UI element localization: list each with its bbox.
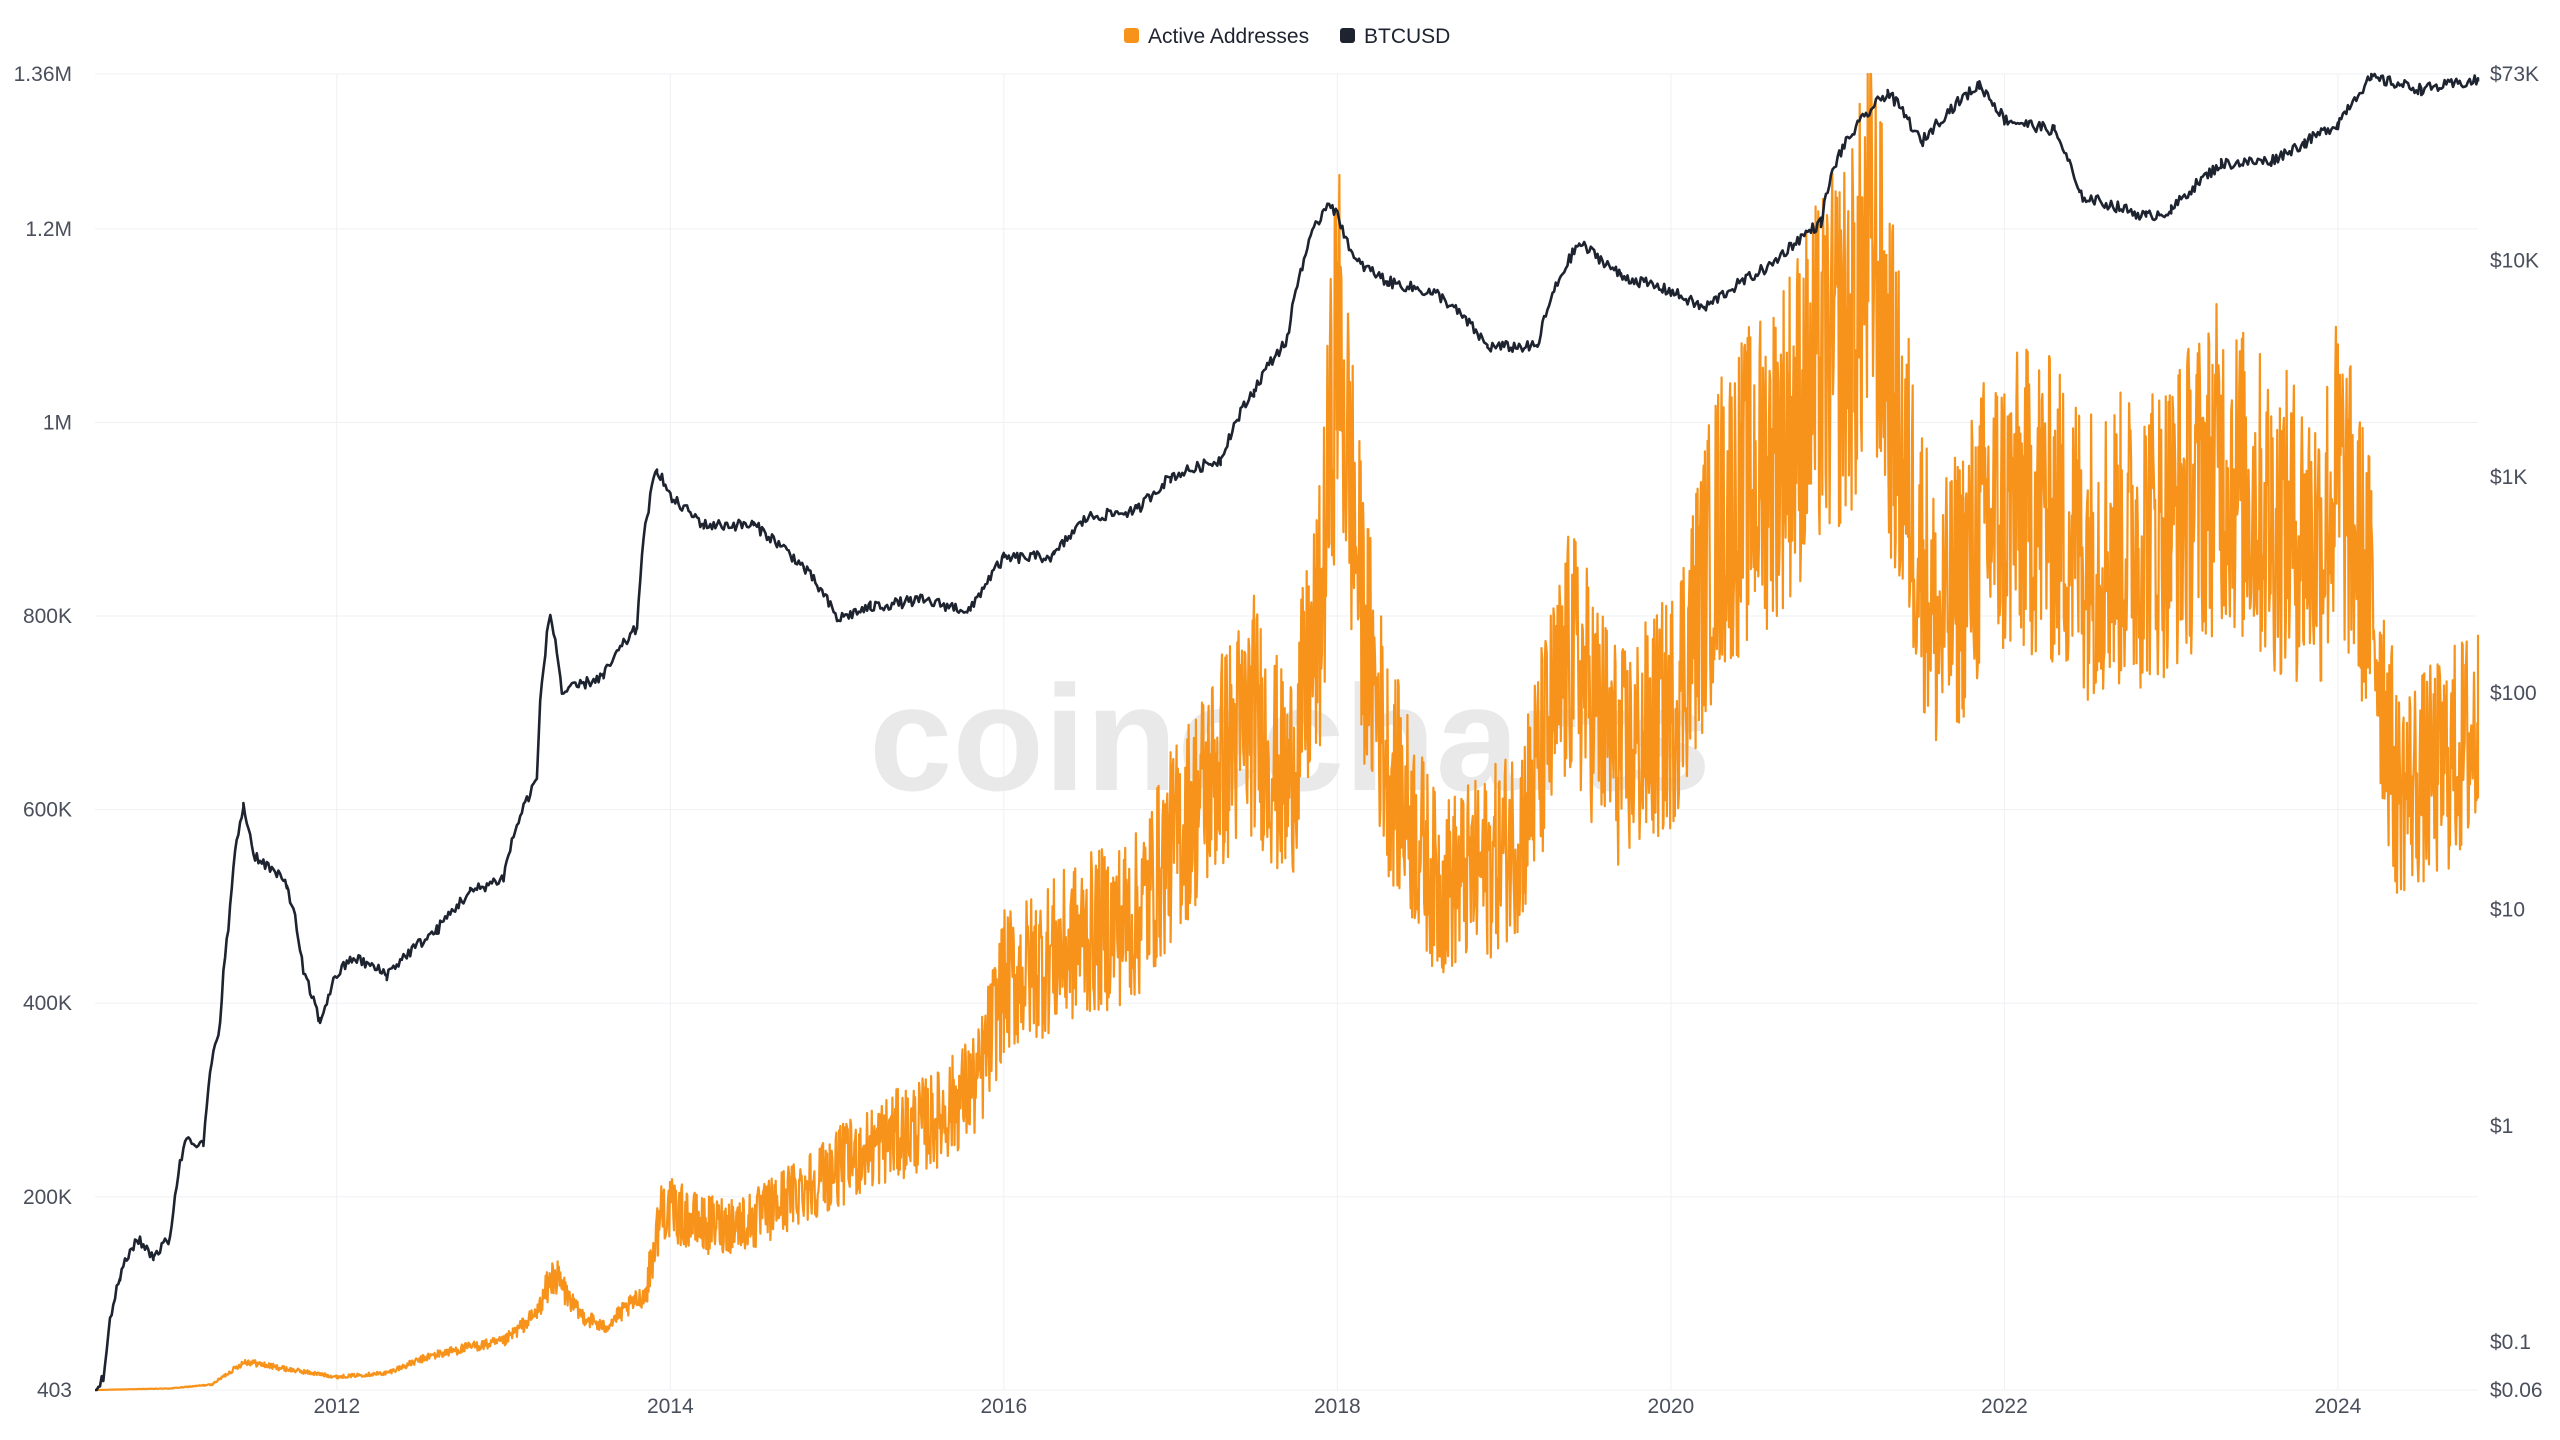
legend-swatch-active-addresses [1124, 28, 1139, 43]
right-axis: $0.06 $0.1 $1 $10 $100 $1K $10K $73K [2490, 63, 2543, 1402]
x-tick-label: 2022 [1981, 1395, 2028, 1418]
right-tick-label: $1 [2490, 1115, 2513, 1138]
series-line-btcusd [95, 72, 2480, 1392]
legend-swatch-btcusd [1340, 28, 1355, 43]
x-tick-label: 2012 [313, 1395, 360, 1418]
x-tick-label: 2018 [1314, 1395, 1361, 1418]
right-tick-label: $0.1 [2490, 1331, 2531, 1354]
legend-item-active-addresses[interactable]: Active Addresses [1148, 25, 1309, 48]
left-tick-label: 1M [43, 411, 72, 434]
right-tick-label: $1K [2490, 466, 2527, 489]
left-tick-label: 800K [23, 605, 72, 628]
right-tick-label: $100 [2490, 682, 2537, 705]
left-tick-label: 400K [23, 992, 72, 1015]
left-tick-label: 200K [23, 1186, 72, 1209]
right-tick-label: $10 [2490, 898, 2525, 921]
x-tick-label: 2016 [980, 1395, 1027, 1418]
right-tick-label: $0.06 [2490, 1379, 2543, 1402]
x-tick-label: 2020 [1648, 1395, 1695, 1418]
right-tick-label: $73K [2490, 63, 2539, 86]
left-axis: 403 200K 400K 600K 800K 1M 1.2M 1.36M [14, 63, 72, 1402]
x-tick-label: 2014 [647, 1395, 694, 1418]
legend[interactable]: Active Addresses BTCUSD [1124, 25, 1450, 48]
series-line-active-addresses [94, 72, 2480, 1392]
left-tick-label: 403 [37, 1379, 72, 1402]
left-tick-label: 600K [23, 799, 72, 822]
x-axis: 2012 2014 2016 2018 2020 2022 2024 [313, 1395, 2361, 1418]
legend-item-btcusd[interactable]: BTCUSD [1364, 25, 1450, 48]
x-tick-label: 2024 [2315, 1395, 2362, 1418]
left-tick-label: 1.2M [25, 218, 72, 241]
right-tick-label: $10K [2490, 250, 2539, 273]
series-layer [94, 72, 2480, 1392]
left-tick-label: 1.36M [14, 63, 72, 86]
